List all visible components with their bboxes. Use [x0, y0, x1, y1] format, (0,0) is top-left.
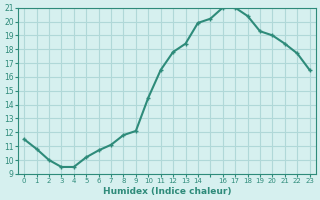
X-axis label: Humidex (Indice chaleur): Humidex (Indice chaleur) — [103, 187, 231, 196]
